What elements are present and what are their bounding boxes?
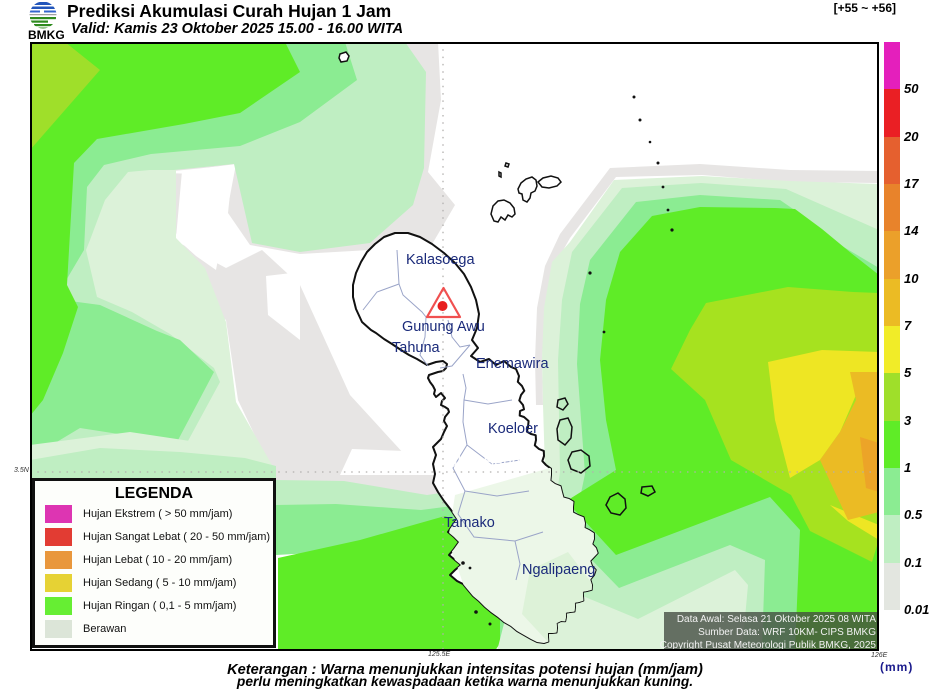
svg-text:Ngalipaeng: Ngalipaeng bbox=[522, 562, 595, 578]
svg-text:Pulau Sangihe: Pulau Sangihe bbox=[438, 454, 542, 471]
svg-text:Gunung Awu: Gunung Awu bbox=[402, 319, 485, 335]
svg-text:Koeloer: Koeloer bbox=[488, 421, 538, 437]
svg-text:Kalasoega: Kalasoega bbox=[406, 252, 475, 268]
svg-text:BMKG: BMKG bbox=[28, 28, 65, 42]
svg-text:Tahuna: Tahuna bbox=[392, 340, 441, 356]
svg-text:Tamako: Tamako bbox=[444, 515, 495, 531]
svg-text:Enemawira: Enemawira bbox=[476, 356, 549, 372]
svg-text:Sumber Data: WRF 10KM- CIPS BM: Sumber Data: WRF 10KM- CIPS BMKG bbox=[698, 627, 876, 638]
svg-text:Copyright Pusat Meteorologi Pu: Copyright Pusat Meteorologi Publik BMKG,… bbox=[660, 640, 877, 651]
svg-text:Data Awal: Selasa 21 Oktober 2: Data Awal: Selasa 21 Oktober 2025 08 WIT… bbox=[677, 614, 877, 625]
